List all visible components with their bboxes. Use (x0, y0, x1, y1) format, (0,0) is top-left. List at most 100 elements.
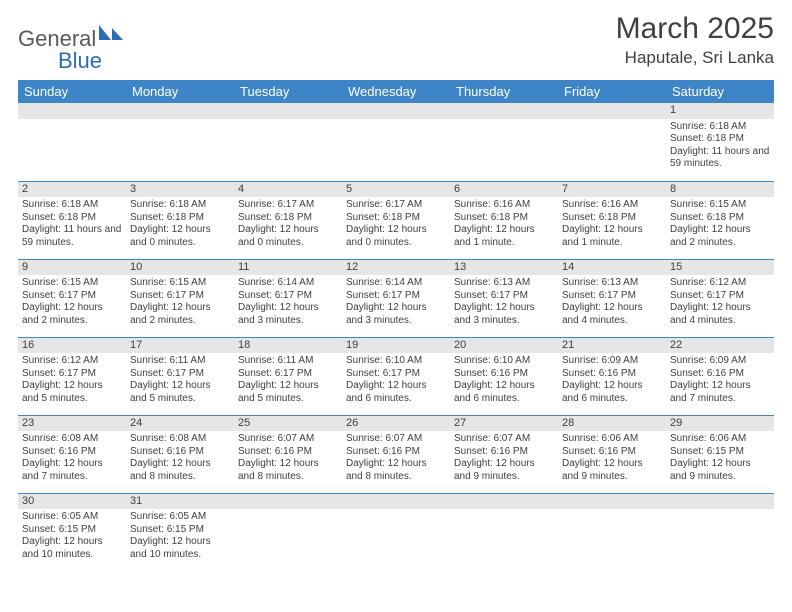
calendar-day-cell (342, 103, 450, 181)
sunset-line: Sunset: 6:16 PM (454, 368, 554, 381)
sunrise-line: Sunrise: 6:17 AM (238, 199, 338, 212)
sail-icon (98, 22, 124, 48)
sunset-line: Sunset: 6:16 PM (22, 446, 122, 459)
sunset-line: Sunset: 6:15 PM (670, 446, 770, 459)
sunrise-line: Sunrise: 6:08 AM (22, 433, 122, 446)
calendar-day-cell (126, 103, 234, 181)
calendar-day-cell: 29Sunrise: 6:06 AMSunset: 6:15 PMDayligh… (666, 415, 774, 493)
day-body: Sunrise: 6:07 AMSunset: 6:16 PMDaylight:… (234, 431, 342, 487)
day-number: 3 (126, 182, 234, 198)
daylight-line: Daylight: 12 hours and 1 minute. (562, 224, 662, 249)
daylight-line: Daylight: 12 hours and 2 minutes. (22, 302, 122, 327)
sunset-line: Sunset: 6:18 PM (670, 212, 770, 225)
calendar-day-cell: 14Sunrise: 6:13 AMSunset: 6:17 PMDayligh… (558, 259, 666, 337)
day-body: Sunrise: 6:09 AMSunset: 6:16 PMDaylight:… (666, 353, 774, 409)
sunrise-line: Sunrise: 6:05 AM (130, 511, 230, 524)
calendar-day-cell: 5Sunrise: 6:17 AMSunset: 6:18 PMDaylight… (342, 181, 450, 259)
day-body: Sunrise: 6:16 AMSunset: 6:18 PMDaylight:… (558, 197, 666, 253)
calendar-day-cell: 11Sunrise: 6:14 AMSunset: 6:17 PMDayligh… (234, 259, 342, 337)
day-number: 17 (126, 338, 234, 354)
day-body: Sunrise: 6:17 AMSunset: 6:18 PMDaylight:… (234, 197, 342, 253)
location: Haputale, Sri Lanka (616, 48, 774, 68)
calendar-day-cell: 28Sunrise: 6:06 AMSunset: 6:16 PMDayligh… (558, 415, 666, 493)
calendar-day-cell (450, 493, 558, 571)
day-body: Sunrise: 6:16 AMSunset: 6:18 PMDaylight:… (450, 197, 558, 253)
calendar-day-cell (342, 493, 450, 571)
calendar-day-cell: 20Sunrise: 6:10 AMSunset: 6:16 PMDayligh… (450, 337, 558, 415)
daylight-line: Daylight: 12 hours and 1 minute. (454, 224, 554, 249)
calendar-week-row: 23Sunrise: 6:08 AMSunset: 6:16 PMDayligh… (18, 415, 774, 493)
sunset-line: Sunset: 6:17 PM (346, 290, 446, 303)
day-body: Sunrise: 6:18 AMSunset: 6:18 PMDaylight:… (126, 197, 234, 253)
logo: GeneralBlue (18, 12, 124, 74)
sunrise-line: Sunrise: 6:07 AM (238, 433, 338, 446)
calendar-day-cell: 7Sunrise: 6:16 AMSunset: 6:18 PMDaylight… (558, 181, 666, 259)
calendar-day-cell: 21Sunrise: 6:09 AMSunset: 6:16 PMDayligh… (558, 337, 666, 415)
daylight-line: Daylight: 12 hours and 5 minutes. (22, 380, 122, 405)
sunrise-line: Sunrise: 6:09 AM (670, 355, 770, 368)
sunrise-line: Sunrise: 6:12 AM (22, 355, 122, 368)
sunset-line: Sunset: 6:17 PM (562, 290, 662, 303)
day-body: Sunrise: 6:18 AMSunset: 6:18 PMDaylight:… (18, 197, 126, 253)
day-number: 1 (666, 103, 774, 119)
day-number: 18 (234, 338, 342, 354)
weekday-header: Sunday (18, 80, 126, 103)
weekday-header: Tuesday (234, 80, 342, 103)
calendar-day-cell: 27Sunrise: 6:07 AMSunset: 6:16 PMDayligh… (450, 415, 558, 493)
weekday-header: Saturday (666, 80, 774, 103)
sunset-line: Sunset: 6:15 PM (130, 524, 230, 537)
sunset-line: Sunset: 6:17 PM (130, 290, 230, 303)
sunset-line: Sunset: 6:17 PM (238, 368, 338, 381)
daylight-line: Daylight: 12 hours and 6 minutes. (454, 380, 554, 405)
calendar-day-cell: 22Sunrise: 6:09 AMSunset: 6:16 PMDayligh… (666, 337, 774, 415)
daylight-line: Daylight: 12 hours and 4 minutes. (562, 302, 662, 327)
sunset-line: Sunset: 6:16 PM (562, 446, 662, 459)
sunrise-line: Sunrise: 6:09 AM (562, 355, 662, 368)
sunset-line: Sunset: 6:16 PM (562, 368, 662, 381)
sunset-line: Sunset: 6:17 PM (238, 290, 338, 303)
calendar-day-cell (234, 103, 342, 181)
daylight-line: Daylight: 12 hours and 9 minutes. (562, 458, 662, 483)
day-number: 14 (558, 260, 666, 276)
calendar-day-cell: 23Sunrise: 6:08 AMSunset: 6:16 PMDayligh… (18, 415, 126, 493)
sunset-line: Sunset: 6:17 PM (130, 368, 230, 381)
sunrise-line: Sunrise: 6:06 AM (670, 433, 770, 446)
calendar-day-cell: 17Sunrise: 6:11 AMSunset: 6:17 PMDayligh… (126, 337, 234, 415)
daylight-line: Daylight: 12 hours and 8 minutes. (130, 458, 230, 483)
sunset-line: Sunset: 6:16 PM (346, 446, 446, 459)
sunset-line: Sunset: 6:18 PM (562, 212, 662, 225)
weekday-header: Thursday (450, 80, 558, 103)
sunset-line: Sunset: 6:18 PM (454, 212, 554, 225)
calendar-day-cell: 4Sunrise: 6:17 AMSunset: 6:18 PMDaylight… (234, 181, 342, 259)
day-body: Sunrise: 6:10 AMSunset: 6:16 PMDaylight:… (450, 353, 558, 409)
daylight-line: Daylight: 12 hours and 0 minutes. (346, 224, 446, 249)
sunset-line: Sunset: 6:15 PM (22, 524, 122, 537)
day-number: 27 (450, 416, 558, 432)
daylight-line: Daylight: 12 hours and 2 minutes. (670, 224, 770, 249)
daylight-line: Daylight: 12 hours and 4 minutes. (670, 302, 770, 327)
sunrise-line: Sunrise: 6:15 AM (670, 199, 770, 212)
sunset-line: Sunset: 6:16 PM (238, 446, 338, 459)
sunrise-line: Sunrise: 6:16 AM (454, 199, 554, 212)
sunrise-line: Sunrise: 6:15 AM (22, 277, 122, 290)
daylight-line: Daylight: 12 hours and 10 minutes. (130, 536, 230, 561)
daylight-line: Daylight: 12 hours and 3 minutes. (238, 302, 338, 327)
day-number: 30 (18, 494, 126, 510)
day-number: 12 (342, 260, 450, 276)
day-number: 24 (126, 416, 234, 432)
daylight-line: Daylight: 12 hours and 5 minutes. (238, 380, 338, 405)
day-body: Sunrise: 6:13 AMSunset: 6:17 PMDaylight:… (558, 275, 666, 331)
day-body: Sunrise: 6:18 AMSunset: 6:18 PMDaylight:… (666, 119, 774, 175)
month-title: March 2025 (616, 12, 774, 46)
sunrise-line: Sunrise: 6:07 AM (454, 433, 554, 446)
calendar-day-cell: 9Sunrise: 6:15 AMSunset: 6:17 PMDaylight… (18, 259, 126, 337)
sunrise-line: Sunrise: 6:05 AM (22, 511, 122, 524)
daylight-line: Daylight: 12 hours and 9 minutes. (454, 458, 554, 483)
sunrise-line: Sunrise: 6:13 AM (562, 277, 662, 290)
sunrise-line: Sunrise: 6:17 AM (346, 199, 446, 212)
sunset-line: Sunset: 6:18 PM (130, 212, 230, 225)
daylight-line: Daylight: 12 hours and 6 minutes. (346, 380, 446, 405)
calendar-day-cell: 8Sunrise: 6:15 AMSunset: 6:18 PMDaylight… (666, 181, 774, 259)
daylight-line: Daylight: 12 hours and 0 minutes. (130, 224, 230, 249)
sunset-line: Sunset: 6:18 PM (238, 212, 338, 225)
